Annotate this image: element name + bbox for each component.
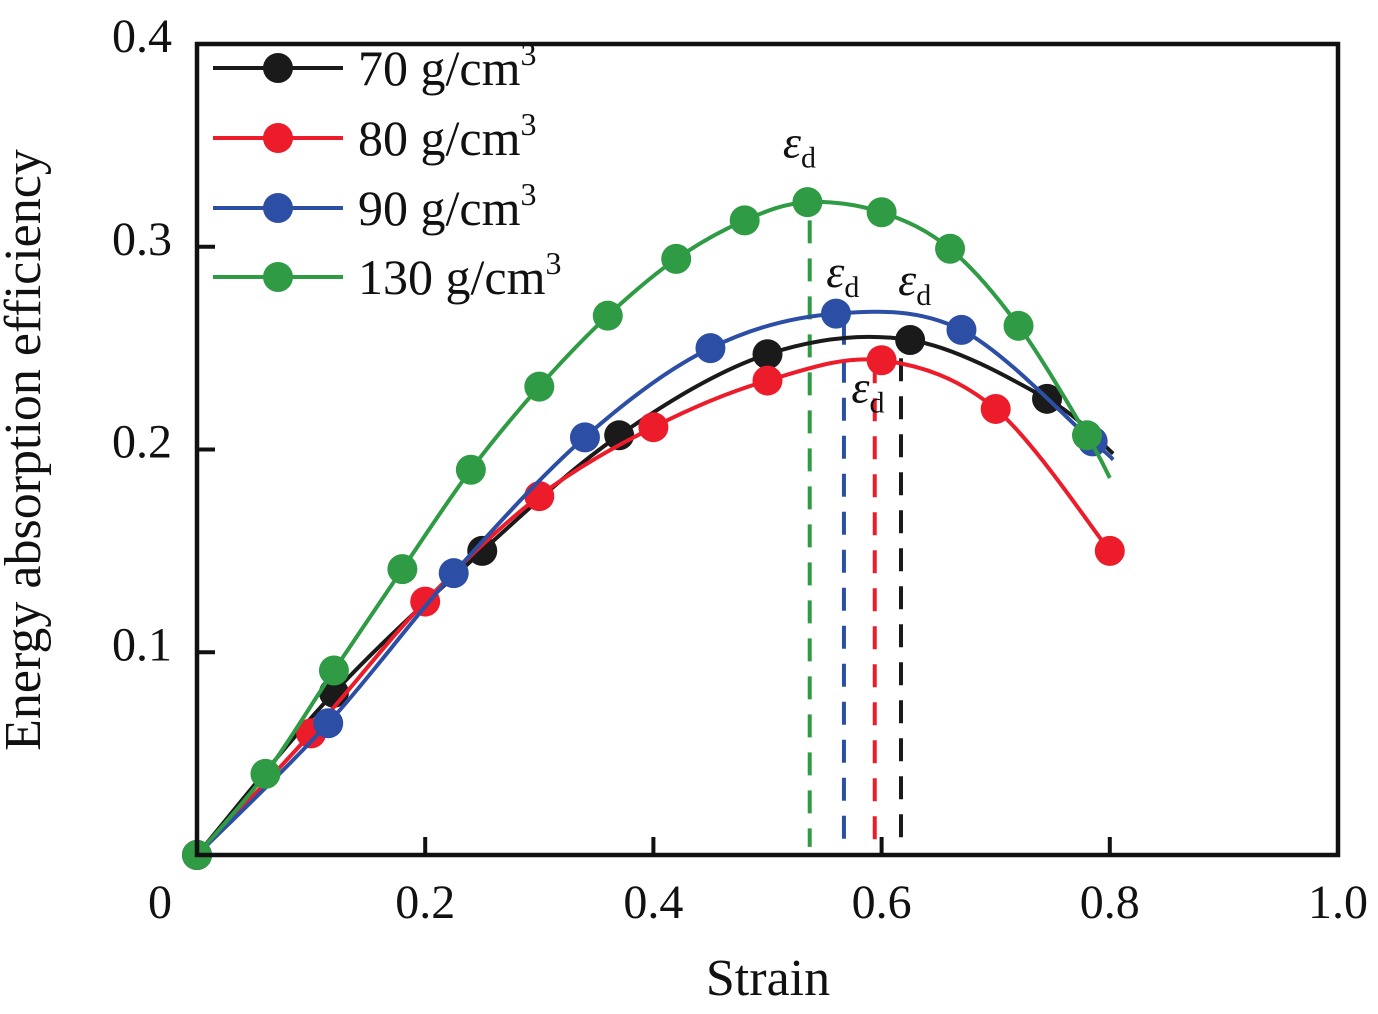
y-tick-label-0.2: 0.2 [112,416,172,469]
data-point-marker-80 [866,345,897,376]
epsilon-d-label-80: εd [851,362,884,420]
data-series [182,187,1125,870]
data-point-marker-80 [1094,535,1125,566]
data-point-marker-130 [866,197,897,228]
data-point-marker-130 [935,233,966,264]
x-axis-title: Strain [706,950,830,1007]
data-point-marker-130 [318,655,349,686]
data-point-marker-70 [752,339,783,370]
data-point-marker-130 [455,454,486,485]
data-point-marker-130 [1003,310,1034,341]
data-point-marker-90 [569,422,600,453]
legend-item-70: 70 g/cm3 [213,36,536,96]
x-tick-label-0.2: 0.2 [395,876,455,929]
legend-marker-80 [263,123,293,153]
data-point-marker-130 [729,205,760,236]
data-point-marker-80 [410,586,441,617]
data-point-marker-130 [250,758,281,789]
data-point-marker-90 [438,558,469,589]
legend-item-80: 80 g/cm3 [213,106,536,166]
x-tick-label-0.4: 0.4 [623,876,683,929]
y-tick-label-0.4: 0.4 [112,10,172,63]
data-point-marker-80 [980,393,1011,424]
x-tick-label-1.0: 1.0 [1308,876,1368,929]
series-line-130 [195,199,1112,857]
axis-ticks [197,244,1112,855]
data-point-marker-80 [752,365,783,396]
data-point-marker-130 [592,300,623,331]
y-tick-label-0.1: 0.1 [112,618,172,671]
data-point-marker-80 [524,481,555,512]
data-point-marker-90 [695,333,726,364]
x-tick-label-0.8: 0.8 [1080,876,1140,929]
data-point-marker-80 [638,412,669,443]
epsilon-d-label-70: εd [898,254,931,312]
series-line-90 [195,309,1115,857]
series-80 [182,345,1125,870]
y-tick-label-0.3: 0.3 [112,213,172,266]
legend-item-90: 90 g/cm3 [213,176,536,236]
data-point-marker-90 [946,314,977,345]
epsilon-d-label-90: εd [826,246,859,304]
legend-label-90: 90 g/cm3 [358,176,536,236]
y-axis-title: Energy absorption efficiency [0,149,52,751]
data-point-marker-70 [467,535,498,566]
axis-tick-labels: 0 0.2 0.4 0.6 0.8 1.0 0.1 0.2 0.3 0.4 [112,10,1368,929]
epsilon-d-label-130: εd [783,116,816,174]
legend: 70 g/cm3 80 g/cm3 90 g/cm3 130 g/cm3 [213,36,561,305]
x-tick-label-0: 0 [148,876,172,929]
data-point-marker-70 [895,325,926,356]
legend-item-130: 130 g/cm3 [213,245,561,305]
data-point-marker-130 [1071,420,1102,451]
data-point-marker-130 [792,187,823,218]
series-130 [182,187,1112,870]
data-point-marker-130 [661,243,692,274]
series-90 [182,298,1115,870]
x-tick-label-0.6: 0.6 [852,876,912,929]
legend-label-130: 130 g/cm3 [358,245,561,305]
series-70 [182,325,1115,870]
legend-marker-130 [263,262,293,292]
data-point-marker-90 [313,708,344,739]
data-point-marker-90 [820,298,851,329]
legend-label-80: 80 g/cm3 [358,106,536,166]
data-point-marker-130 [524,371,555,402]
data-point-marker-130 [387,554,418,585]
legend-label-70: 70 g/cm3 [358,36,536,96]
legend-marker-90 [263,193,293,223]
densification-dash-lines [807,220,903,847]
legend-marker-70 [263,53,293,83]
